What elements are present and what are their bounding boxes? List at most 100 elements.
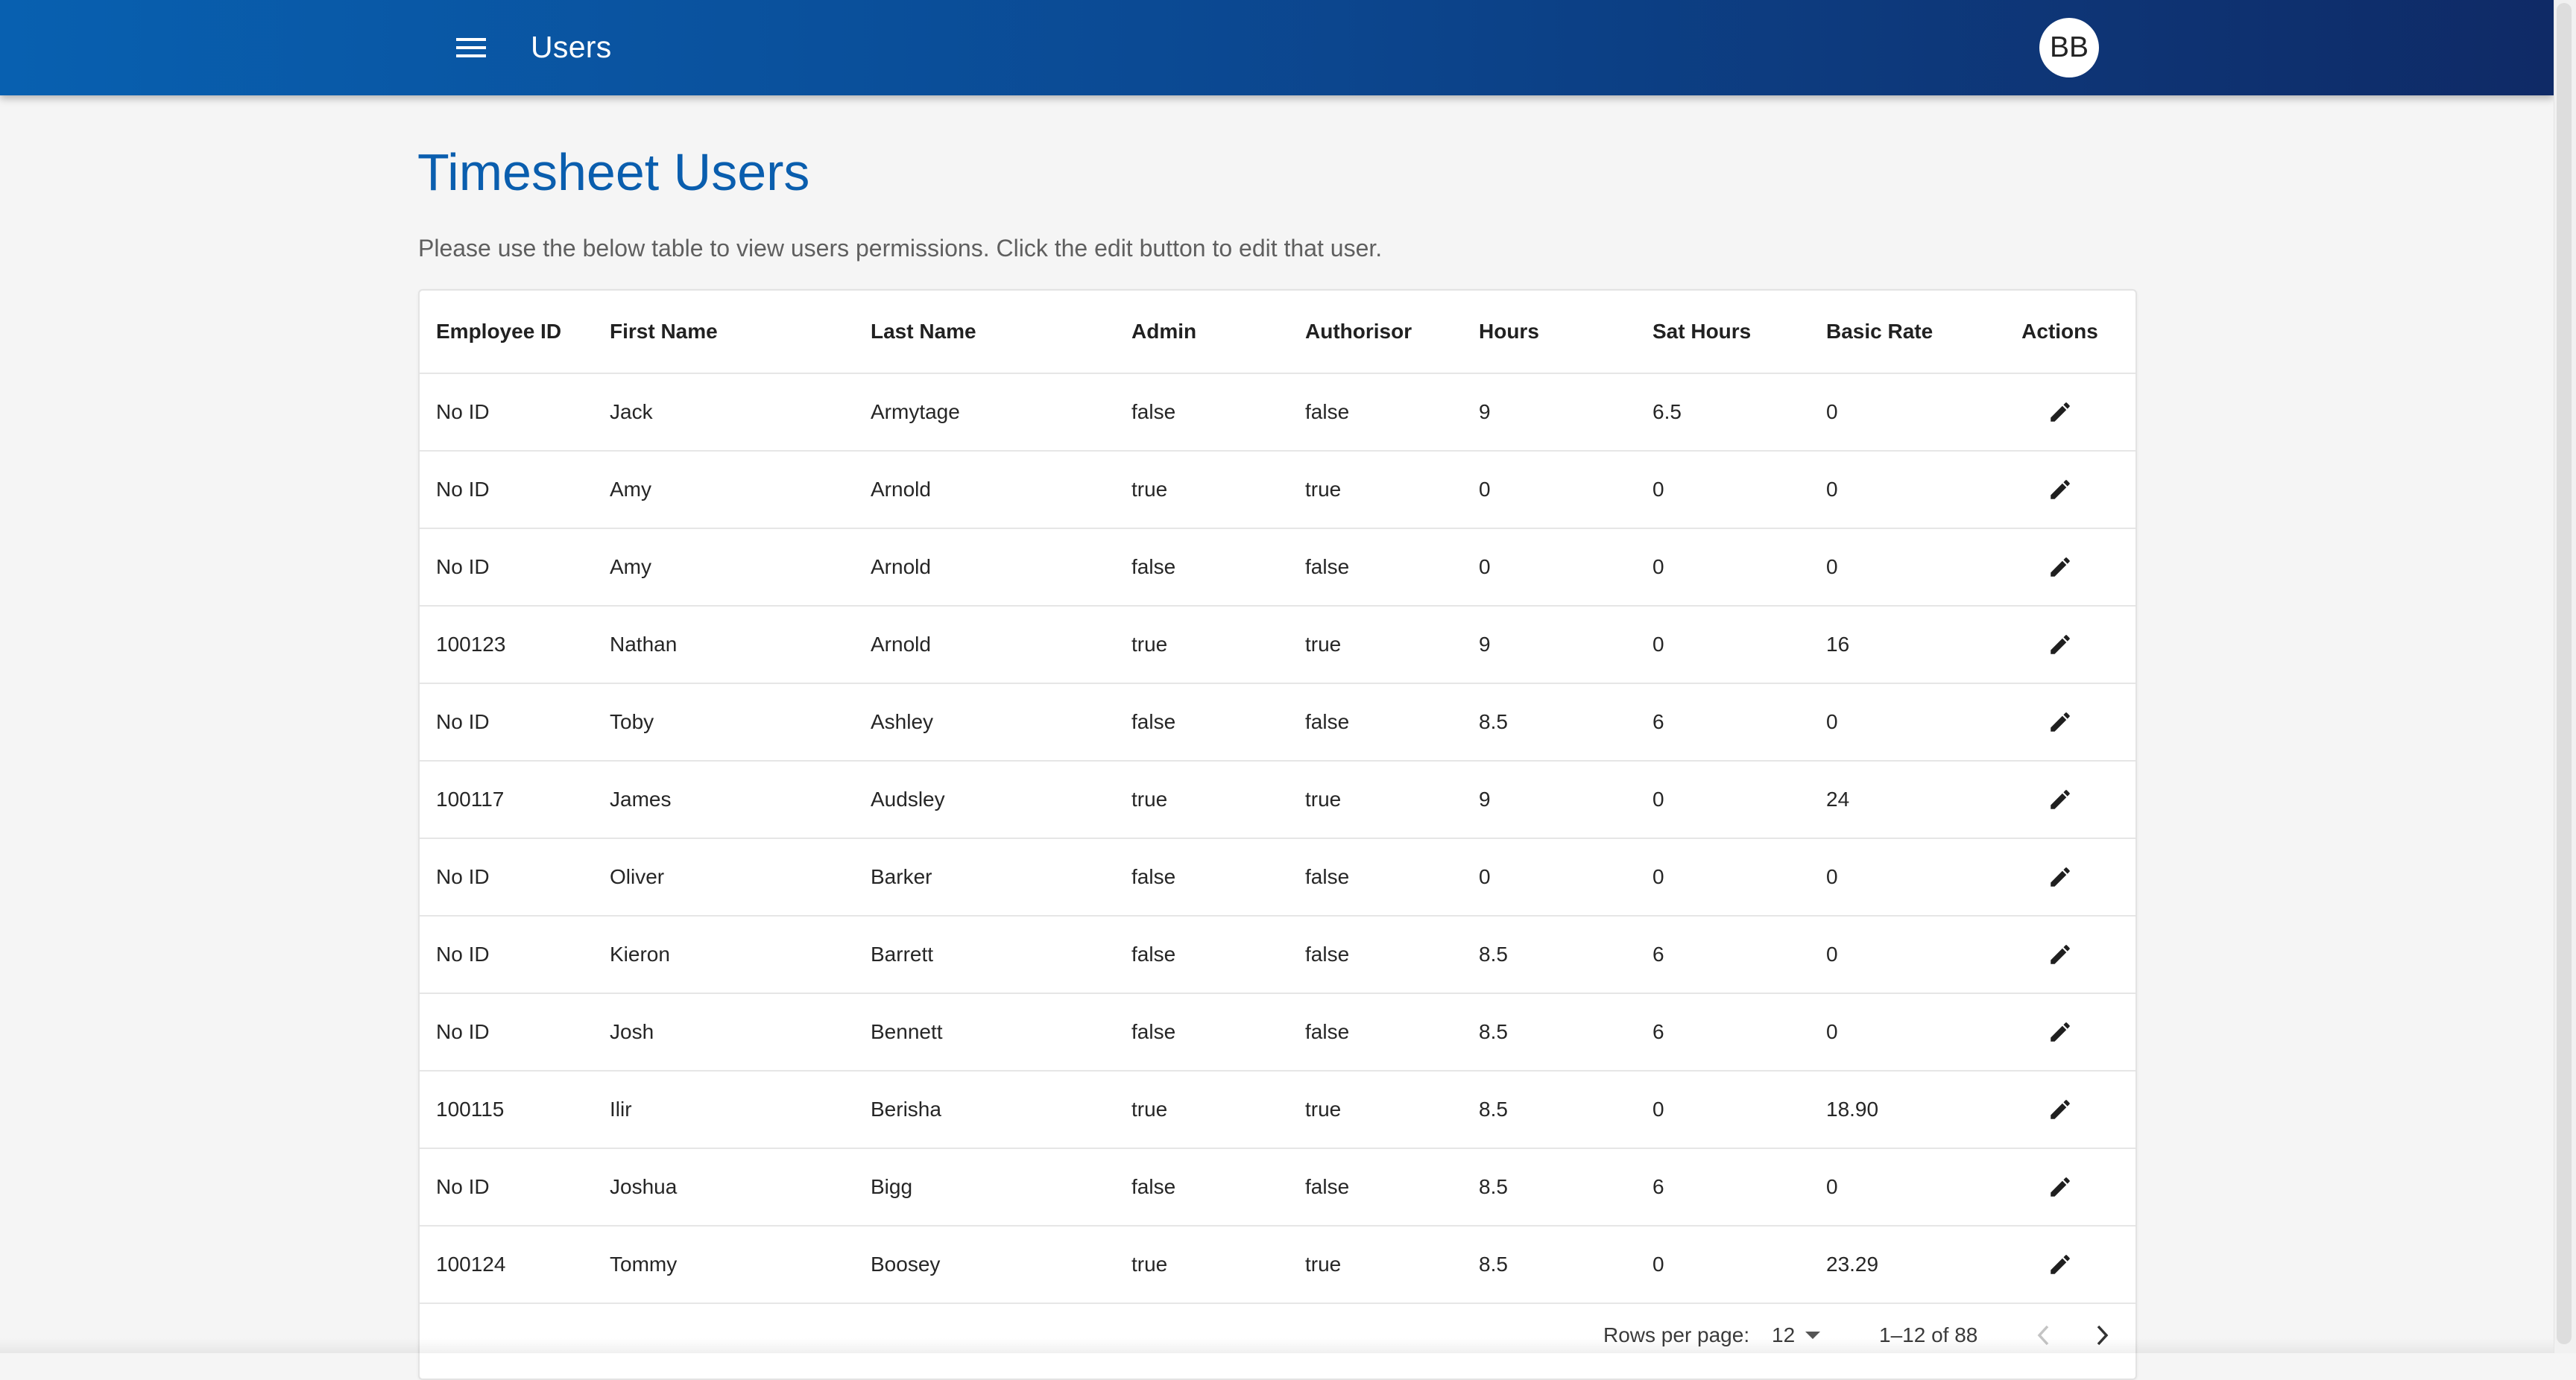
cell-employee-id: No ID xyxy=(420,683,593,762)
edit-user-button[interactable] xyxy=(2036,1086,2084,1133)
table-row: No ID Toby Ashley false false 8.5 6 0 xyxy=(420,683,2135,762)
table-row: 100123 Nathan Arnold true true 9 0 16 xyxy=(420,606,2135,684)
cell-admin: true xyxy=(1115,606,1289,684)
cell-employee-id: No ID xyxy=(420,373,593,452)
cell-actions xyxy=(1984,838,2135,917)
cell-hours: 0 xyxy=(1462,451,1636,529)
cell-actions xyxy=(1984,993,2135,1072)
cell-admin: true xyxy=(1115,761,1289,839)
previous-page-button[interactable] xyxy=(2024,1316,2062,1355)
cell-first-name: Toby xyxy=(593,683,854,762)
column-header-admin: Admin xyxy=(1115,291,1289,374)
cell-authorisor: true xyxy=(1289,1226,1462,1304)
table-row: No ID Jack Armytage false false 9 6.5 0 xyxy=(420,373,2135,452)
edit-user-button[interactable] xyxy=(2036,931,2084,978)
avatar-initials: BB xyxy=(2049,31,2089,63)
cell-employee-id: No ID xyxy=(420,916,593,994)
table-row: 100117 James Audsley true true 9 0 24 xyxy=(420,761,2135,839)
cell-hours: 8.5 xyxy=(1462,1226,1636,1304)
cell-employee-id: 100115 xyxy=(420,1071,593,1149)
cell-employee-id: No ID xyxy=(420,838,593,917)
pencil-edit-icon xyxy=(2050,1100,2070,1119)
cell-actions xyxy=(1984,683,2135,762)
cell-actions xyxy=(1984,528,2135,607)
app-bar: Users BB xyxy=(0,0,2554,95)
cell-employee-id: 100124 xyxy=(420,1226,593,1304)
cell-last-name: Arnold xyxy=(854,528,1115,607)
cell-actions xyxy=(1984,916,2135,994)
users-table-card: Employee ID First Name Last Name Admin A… xyxy=(418,289,2137,1380)
cell-hours: 8.5 xyxy=(1462,916,1636,994)
cell-admin: false xyxy=(1115,916,1289,994)
cell-actions xyxy=(1984,606,2135,684)
cell-first-name: Tommy xyxy=(593,1226,854,1304)
edit-user-button[interactable] xyxy=(2036,543,2084,591)
cell-admin: true xyxy=(1115,1071,1289,1149)
cell-last-name: Audsley xyxy=(854,761,1115,839)
pencil-edit-icon xyxy=(2050,480,2070,499)
pencil-edit-icon xyxy=(2050,867,2070,887)
edit-user-button[interactable] xyxy=(2036,776,2084,823)
edit-user-button[interactable] xyxy=(2036,388,2084,436)
cell-actions xyxy=(1984,761,2135,839)
cell-admin: false xyxy=(1115,528,1289,607)
cell-authorisor: false xyxy=(1289,916,1462,994)
rows-per-page-select[interactable]: 12 xyxy=(1772,1319,1821,1352)
edit-user-button[interactable] xyxy=(2036,1163,2084,1211)
cell-hours: 8.5 xyxy=(1462,683,1636,762)
column-header-last-name: Last Name xyxy=(854,291,1115,374)
pencil-edit-icon xyxy=(2050,1022,2070,1042)
cell-first-name: Amy xyxy=(593,451,854,529)
cell-first-name: Amy xyxy=(593,528,854,607)
cell-last-name: Boosey xyxy=(854,1226,1115,1304)
cell-hours: 0 xyxy=(1462,528,1636,607)
table-row: No ID Josh Bennett false false 8.5 6 0 xyxy=(420,993,2135,1072)
edit-user-button[interactable] xyxy=(2036,853,2084,901)
next-page-button[interactable] xyxy=(2083,1316,2122,1355)
cell-sat-hours: 0 xyxy=(1636,451,1810,529)
pencil-edit-icon xyxy=(2050,1255,2070,1274)
cell-basic-rate: 0 xyxy=(1810,993,1984,1072)
cell-employee-id: No ID xyxy=(420,528,593,607)
page-title: Timesheet Users xyxy=(417,143,810,201)
edit-user-button[interactable] xyxy=(2036,698,2084,746)
cell-last-name: Ashley xyxy=(854,683,1115,762)
table-row: No ID Amy Arnold true true 0 0 0 xyxy=(420,451,2135,529)
cell-basic-rate: 0 xyxy=(1810,373,1984,452)
cell-first-name: Josh xyxy=(593,993,854,1072)
cell-basic-rate: 0 xyxy=(1810,683,1984,762)
cell-actions xyxy=(1984,373,2135,452)
edit-user-button[interactable] xyxy=(2036,466,2084,513)
table-row: No ID Amy Arnold false false 0 0 0 xyxy=(420,528,2135,607)
user-avatar[interactable]: BB xyxy=(2039,18,2099,77)
cell-hours: 8.5 xyxy=(1462,993,1636,1072)
pencil-edit-icon xyxy=(2050,1177,2070,1197)
edit-user-button[interactable] xyxy=(2036,1008,2084,1056)
edit-user-button[interactable] xyxy=(2036,621,2084,668)
cell-sat-hours: 6 xyxy=(1636,916,1810,994)
table-row: 100124 Tommy Boosey true true 8.5 0 23.29 xyxy=(420,1226,2135,1304)
cell-basic-rate: 24 xyxy=(1810,761,1984,839)
page-scrollbar-thumb[interactable] xyxy=(2557,3,2572,1344)
column-header-authorisor: Authorisor xyxy=(1289,291,1462,374)
cell-admin: false xyxy=(1115,1148,1289,1227)
edit-user-button[interactable] xyxy=(2036,1241,2084,1288)
cell-basic-rate: 0 xyxy=(1810,528,1984,607)
cell-sat-hours: 0 xyxy=(1636,528,1810,607)
cell-first-name: Ilir xyxy=(593,1071,854,1149)
table-row: No ID Joshua Bigg false false 8.5 6 0 xyxy=(420,1148,2135,1227)
chevron-right-icon xyxy=(2097,1325,2109,1346)
rows-per-page-value: 12 xyxy=(1772,1323,1796,1346)
cell-hours: 9 xyxy=(1462,606,1636,684)
cell-sat-hours: 6 xyxy=(1636,1148,1810,1227)
cell-sat-hours: 0 xyxy=(1636,1226,1810,1304)
cell-admin: false xyxy=(1115,838,1289,917)
cell-basic-rate: 0 xyxy=(1810,916,1984,994)
cell-sat-hours: 6 xyxy=(1636,993,1810,1072)
cell-last-name: Barrett xyxy=(854,916,1115,994)
cell-basic-rate: 16 xyxy=(1810,606,1984,684)
menu-button[interactable] xyxy=(443,22,499,73)
cell-last-name: Arnold xyxy=(854,451,1115,529)
cell-last-name: Armytage xyxy=(854,373,1115,452)
cell-authorisor: false xyxy=(1289,993,1462,1072)
